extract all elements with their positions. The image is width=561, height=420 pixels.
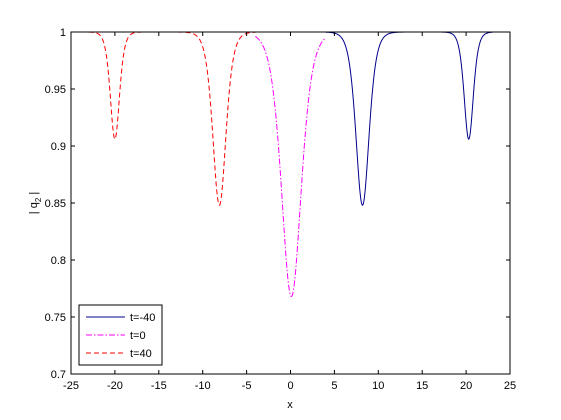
y-tick-label: 1 [60,27,66,39]
x-tick-label: 15 [416,380,428,392]
y-axis-label-suffix: | [28,192,40,198]
y-tick-label: 0.75 [45,312,66,324]
legend-label-t-0: t=0 [130,330,146,342]
x-tick-label: 5 [331,380,337,392]
x-tick-label: 25 [504,380,516,392]
ticks-layer: -25 -20 -15 -10 -5 0 5 10 15 20 25 0.7 0.75 0.8 0.85 0.… [45,27,517,392]
legend-label-t-minus-40: t=-40 [130,312,155,324]
y-tick-label: 0.9 [51,141,66,153]
x-tick-label: -15 [151,380,167,392]
legend-box [78,304,163,366]
x-tick-label: 20 [460,380,472,392]
x-axis-label: x [287,399,293,411]
y-tick-label: 0.95 [45,84,66,96]
y-tick-label: 0.8 [51,255,66,267]
series-line-1 [255,36,326,298]
legend: t=-40 t=0 t=40 [78,304,163,366]
y-axis-label-subscript: 2 [34,197,43,202]
x-tick-label: 0 [287,380,293,392]
y-axis-label-main: | q [28,202,40,214]
y-tick-label: 0.7 [51,369,66,381]
x-tick-label: 10 [372,380,384,392]
y-tick-label: 0.85 [45,198,66,210]
x-tick-label: -20 [107,380,123,392]
x-tick-label: -5 [242,380,252,392]
x-tick-label: -10 [195,380,211,392]
legend-label-t-40: t=40 [130,348,152,360]
y-axis-label: | q2 | [28,192,43,214]
x-tick-label: -25 [63,380,79,392]
